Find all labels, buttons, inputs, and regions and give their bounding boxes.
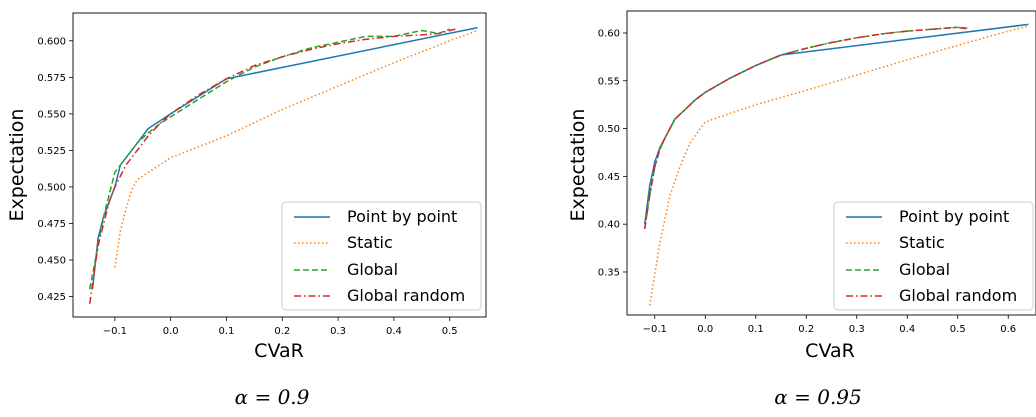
y-tick-label: 0.525 [37, 146, 66, 157]
caption-alpha-0-9: α = 0.9 [235, 385, 310, 409]
legend-label-static: Static [899, 233, 945, 252]
x-axis-label: CVaR [805, 340, 855, 362]
legend-label-point-by-point: Point by point [347, 207, 457, 226]
x-tick-label: 0.2 [798, 324, 814, 335]
series-global [88, 28, 450, 290]
series-global [643, 26, 968, 230]
x-tick-label: 0.2 [274, 326, 290, 337]
x-tick-label: 0.3 [330, 326, 346, 337]
series-static [114, 29, 478, 268]
caption-alpha-0-95: α = 0.95 [774, 385, 862, 409]
y-tick-label: 0.50 [598, 124, 620, 135]
chart-alpha-0-9: −0.1 0.0 0.1 0.2 0.3 0.4 0.5 0.4250.4500.4750.… [6, 12, 487, 409]
y-tick-label: 0.500 [37, 182, 66, 193]
y-axis-ticks: 0.35 0.40 0.45 0.50 0.55 0.60 [598, 28, 627, 278]
x-tick-label: 0.5 [442, 326, 458, 337]
y-tick-label: 0.60 [598, 28, 620, 39]
legend-label-global-random: Global random [899, 286, 1017, 305]
series-point-by-point [643, 23, 1029, 225]
y-axis-label: Expectation [567, 109, 589, 222]
chart-alpha-0-95: −0.1 0.0 0.1 0.2 0.3 0.4 0.5 0.6 0.350.400.450.… [567, 10, 1036, 409]
x-tick-label: 0.1 [748, 324, 764, 335]
plot-frame [72, 12, 487, 318]
x-tick-label: 0.3 [849, 324, 865, 335]
x-tick-label: 0.1 [219, 326, 235, 337]
y-axis-ticks: 0.425 0.450 0.475 0.500 0.525 0.550 0.575 0.600 [37, 36, 73, 303]
plot-frame [626, 10, 1036, 316]
x-tick-label: 0.0 [697, 324, 713, 335]
x-tick-label: 0.4 [386, 326, 402, 337]
legend-label-global-random: Global random [347, 286, 465, 305]
x-tick-label: 0.4 [899, 324, 915, 335]
x-axis-ticks: −0.1 0.0 0.1 0.2 0.3 0.4 0.5 [103, 317, 458, 337]
x-tick-label: 0.5 [950, 324, 966, 335]
y-axis-label: Expectation [6, 109, 28, 222]
y-tick-label: 0.35 [598, 267, 620, 278]
legend-label-point-by-point: Point by point [899, 207, 1009, 226]
plot-series [643, 23, 1029, 306]
x-tick-label: 0.0 [163, 326, 179, 337]
legend-label-static: Static [347, 233, 393, 252]
x-tick-label: 0.6 [1000, 324, 1016, 335]
y-tick-label: 0.45 [598, 172, 620, 183]
y-tick-label: 0.450 [37, 256, 66, 267]
y-tick-label: 0.425 [37, 292, 66, 303]
series-static [648, 25, 1029, 306]
legend-box [833, 201, 1034, 311]
y-tick-label: 0.575 [37, 73, 66, 84]
x-axis-label: CVaR [254, 340, 304, 362]
series-global-random [643, 26, 968, 230]
x-tick-label: −0.1 [643, 324, 667, 335]
y-tick-label: 0.475 [37, 219, 66, 230]
x-axis-ticks: −0.1 0.0 0.1 0.2 0.3 0.4 0.5 0.6 [643, 315, 1016, 335]
legend-box [281, 201, 482, 311]
plot-series [88, 26, 478, 304]
legend-label-global: Global [347, 260, 398, 279]
y-tick-label: 0.55 [598, 76, 620, 87]
legend: Point by point Static Global Global rand… [833, 201, 1034, 311]
legend: Point by point Static Global Global rand… [281, 201, 482, 311]
x-tick-label: −0.1 [103, 326, 127, 337]
y-tick-label: 0.550 [37, 109, 66, 120]
y-tick-label: 0.40 [598, 220, 620, 231]
y-tick-label: 0.600 [37, 36, 66, 47]
legend-label-global: Global [899, 260, 950, 279]
